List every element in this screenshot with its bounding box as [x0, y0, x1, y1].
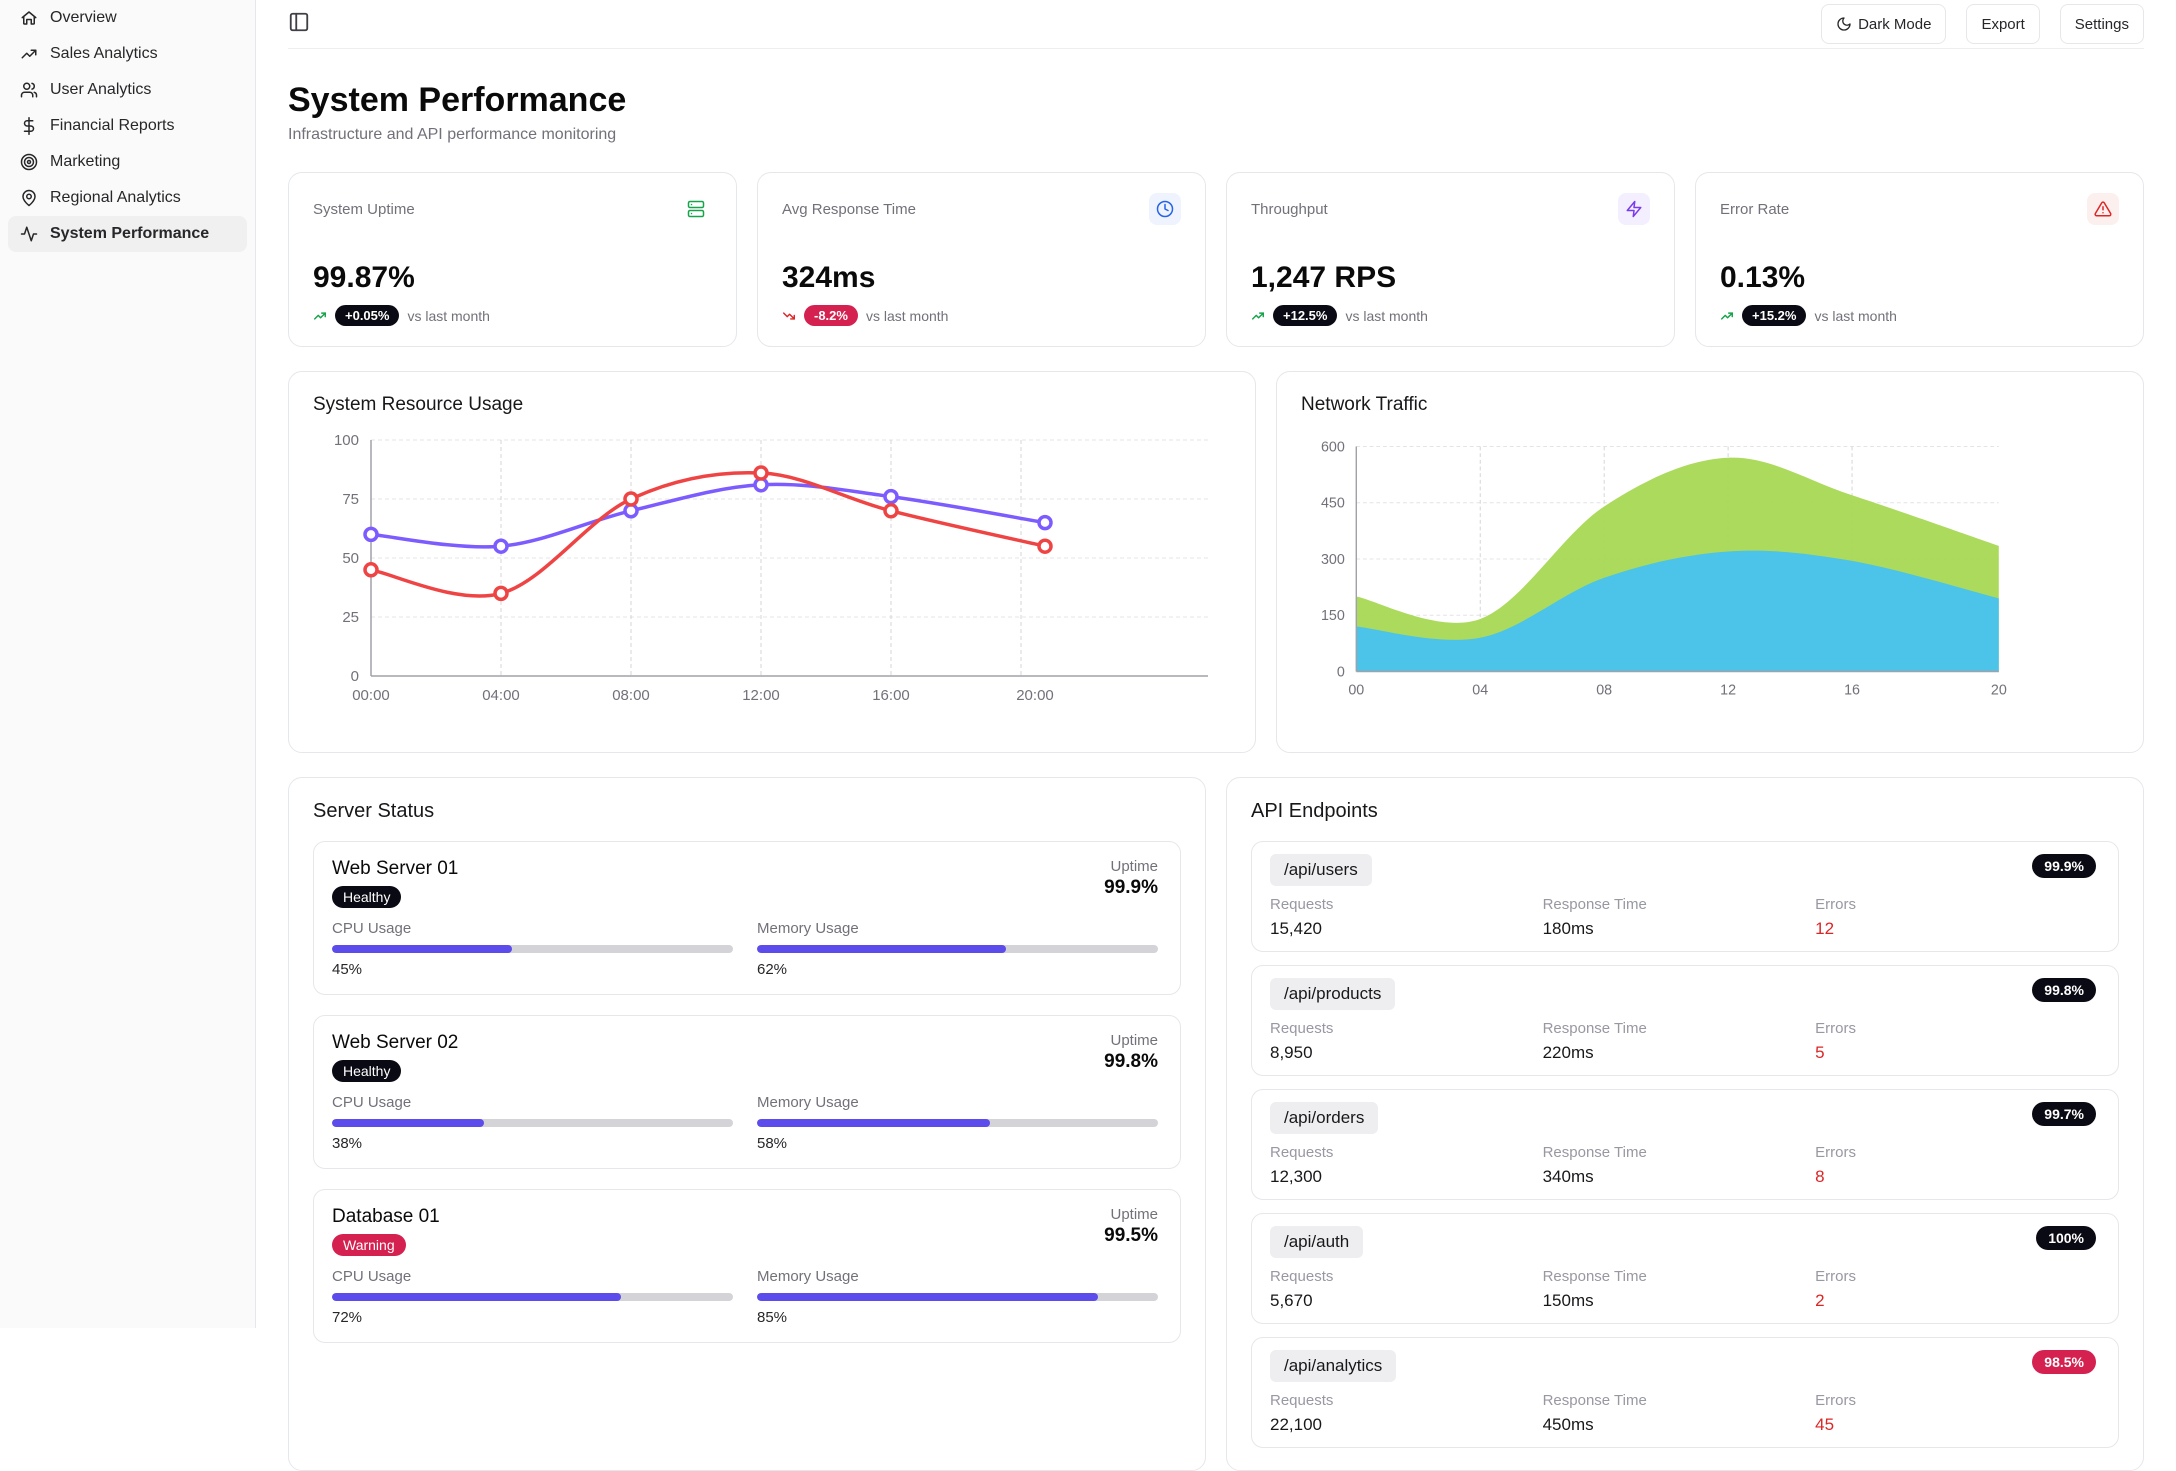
- svg-text:50: 50: [342, 550, 359, 567]
- svg-text:08:00: 08:00: [612, 687, 650, 704]
- svg-text:450: 450: [1321, 496, 1345, 512]
- svg-text:04:00: 04:00: [482, 687, 520, 704]
- svg-text:00: 00: [1348, 682, 1364, 698]
- svg-text:00:00: 00:00: [352, 687, 390, 704]
- svg-text:16: 16: [1844, 682, 1860, 698]
- svg-text:16:00: 16:00: [872, 687, 910, 704]
- svg-text:20: 20: [1991, 682, 2007, 698]
- svg-text:75: 75: [342, 491, 359, 508]
- svg-text:12:00: 12:00: [742, 687, 780, 704]
- svg-text:0: 0: [351, 668, 359, 685]
- svg-text:600: 600: [1321, 439, 1345, 455]
- svg-text:08: 08: [1596, 682, 1612, 698]
- svg-text:04: 04: [1472, 682, 1488, 698]
- svg-text:300: 300: [1321, 552, 1345, 568]
- svg-text:12: 12: [1720, 682, 1736, 698]
- svg-text:20:00: 20:00: [1016, 687, 1054, 704]
- svg-text:100: 100: [334, 432, 359, 449]
- svg-text:150: 150: [1321, 608, 1345, 624]
- svg-text:0: 0: [1337, 664, 1345, 680]
- svg-text:25: 25: [342, 609, 359, 626]
